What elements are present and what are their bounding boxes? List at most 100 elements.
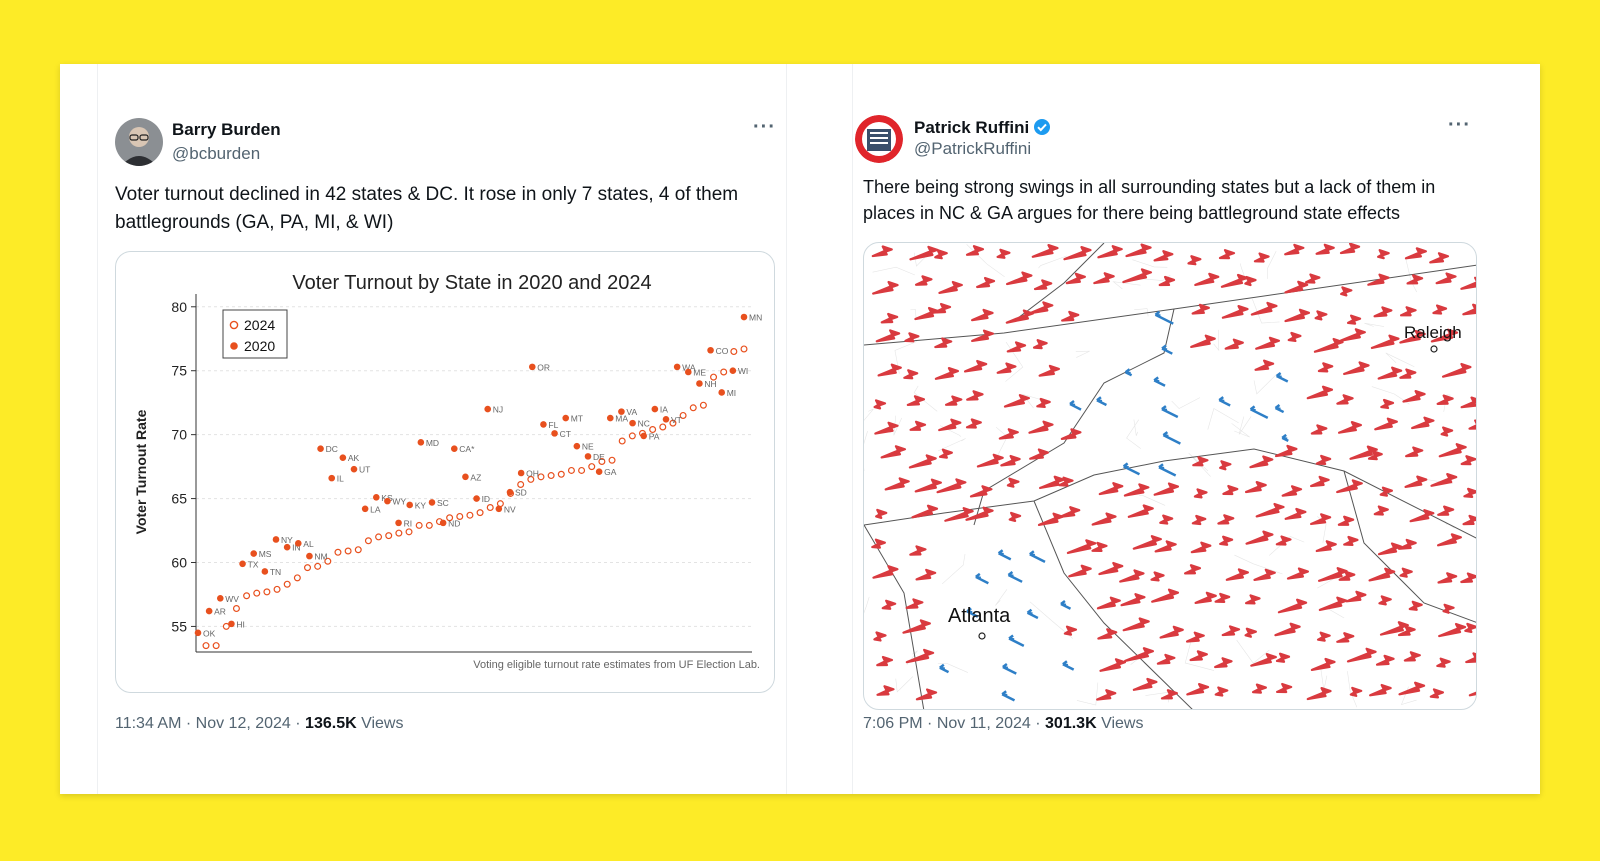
right-swing-arrow: [875, 508, 888, 520]
point-2020-wi: [729, 367, 737, 375]
right-swing-arrow: [1369, 683, 1392, 697]
right-swing-arrow: [1460, 455, 1476, 466]
county-border: [1231, 423, 1250, 438]
author-handle[interactable]: @bcburden: [172, 144, 261, 163]
right-swing-arrow: [1343, 361, 1370, 376]
point-2020-ar: [205, 607, 213, 615]
right-swing-arrow: [1404, 475, 1428, 488]
avatar[interactable]: [855, 115, 903, 163]
right-swing-arrow: [1399, 329, 1426, 344]
county-border: [1171, 397, 1201, 409]
point-2020-wy: [384, 497, 391, 505]
county-border: [1112, 281, 1141, 290]
right-swing-arrow: [902, 619, 931, 634]
swing-map-image[interactable]: Raleigh Atlanta: [863, 242, 1477, 710]
right-swing-arrow: [1031, 244, 1059, 258]
tweet-time[interactable]: 11:34 AM: [115, 715, 182, 732]
right-swing-arrow: [1187, 255, 1202, 266]
point-2020-mn: [740, 313, 748, 321]
right-swing-arrow: [1058, 476, 1074, 487]
county-border: [1207, 408, 1239, 430]
point-2020-ky: [406, 501, 414, 509]
state-label-ok: OK: [203, 628, 216, 638]
point-2024-39: [598, 457, 606, 465]
right-swing-arrow: [1153, 482, 1180, 496]
right-swing-arrow: [1406, 274, 1424, 285]
county-border: [1134, 308, 1149, 317]
point-2024-0: [202, 642, 210, 650]
state-label-nm: NM: [314, 552, 327, 562]
right-swing-arrow: [1315, 454, 1332, 466]
point-2024-4: [243, 592, 251, 600]
right-swing-arrow: [1098, 561, 1124, 576]
legend-marker-2024: [229, 320, 239, 330]
tweet-date[interactable]: Nov 11, 2024: [936, 715, 1031, 732]
state-label-ia: IA: [660, 405, 668, 415]
right-swing-arrow: [876, 685, 895, 696]
author-name[interactable]: Patrick Ruffini: [914, 118, 1051, 138]
right-swing-arrow: [1378, 595, 1392, 606]
right-swing-arrow: [1250, 301, 1278, 316]
left-swing-arrow: [997, 549, 1012, 561]
county-border: [1347, 671, 1358, 708]
y-tick-label-65: 65: [171, 491, 187, 507]
state-label-ga: GA: [604, 467, 617, 477]
point-2024-9: [293, 574, 301, 582]
point-2020-ia: [651, 405, 659, 413]
right-swing-arrow: [1375, 654, 1395, 666]
county-border: [1364, 322, 1385, 327]
right-swing-arrow: [944, 507, 974, 522]
point-2024-32: [527, 475, 535, 483]
right-swing-arrow: [1039, 475, 1065, 490]
point-2020-mt: [562, 414, 570, 422]
state-label-nd: ND: [448, 518, 460, 528]
right-swing-arrow: [1349, 445, 1378, 460]
state-label-co: CO: [716, 346, 729, 356]
state-label-fl: FL: [548, 420, 558, 430]
point-2024-27: [476, 509, 484, 517]
right-swing-arrow: [1339, 243, 1361, 255]
right-swing-arrow: [1436, 533, 1462, 547]
tweet-time[interactable]: 7:06 PM: [863, 715, 923, 732]
point-2024-26: [466, 511, 474, 519]
point-2020-wa: [673, 363, 681, 371]
left-swing-arrow: [1122, 462, 1141, 476]
right-swing-arrow: [1399, 306, 1417, 317]
right-swing-arrow: [1397, 538, 1417, 550]
chart-image[interactable]: Voter Turnout by State in 2020 and 2024 …: [115, 251, 775, 693]
tweet-date[interactable]: Nov 12, 2024: [195, 715, 291, 732]
point-2024-24: [446, 514, 454, 522]
right-swing-arrow: [1463, 487, 1476, 498]
author-name-text[interactable]: Patrick Ruffini: [914, 118, 1030, 137]
left-swing-arrow: [1026, 608, 1039, 620]
right-swing-arrow: [909, 245, 939, 261]
more-horizontal-icon[interactable]: ···: [1448, 114, 1471, 136]
point-2024-34: [547, 472, 555, 480]
state-label-wv: WV: [225, 594, 239, 604]
avatar[interactable]: [115, 118, 163, 166]
right-swing-arrow: [1099, 658, 1127, 672]
right-swing-arrow: [1284, 308, 1311, 323]
tweet-barry-burden[interactable]: Barry Burden @bcburden ··· Voter turnout…: [97, 64, 787, 794]
right-swing-arrow: [1185, 631, 1205, 643]
left-swing-arrow: [1275, 371, 1289, 383]
state-label-hi: HI: [236, 619, 245, 629]
point-2024-22: [425, 521, 433, 529]
point-2020-md: [417, 439, 425, 446]
author-name[interactable]: Barry Burden: [172, 120, 281, 139]
tweet-patrick-ruffini[interactable]: Patrick Ruffini @PatrickRuffini ··· Ther…: [852, 64, 1502, 794]
y-tick-label-75: 75: [171, 363, 187, 379]
right-swing-arrow: [1063, 625, 1078, 636]
county-border: [913, 385, 938, 412]
more-horizontal-icon[interactable]: ···: [753, 116, 776, 138]
right-swing-arrow: [1224, 338, 1244, 350]
right-swing-arrow: [934, 249, 948, 260]
right-swing-arrow: [963, 359, 988, 373]
state-label-mi: MI: [727, 388, 736, 398]
author-handle[interactable]: @PatrickRuffini: [914, 139, 1032, 158]
left-swing-arrow: [1281, 433, 1289, 443]
point-2020-me: [684, 368, 692, 376]
point-2024-2: [222, 622, 230, 630]
right-swing-arrow: [1440, 426, 1454, 437]
right-swing-arrow: [1192, 456, 1209, 467]
